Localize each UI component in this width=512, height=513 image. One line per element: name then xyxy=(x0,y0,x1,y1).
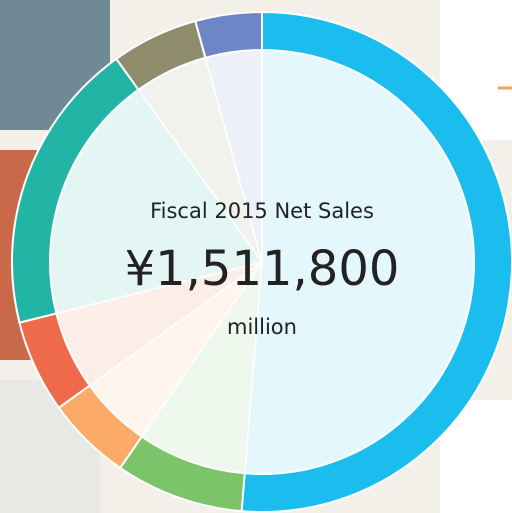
donut-segment xyxy=(240,10,512,513)
center-unit: million xyxy=(227,315,297,339)
center-value: ¥1,511,800 xyxy=(125,241,400,297)
donut-segment xyxy=(194,10,263,59)
donut xyxy=(11,10,512,513)
chart-title: Fiscal 2015 Net Sales xyxy=(150,199,374,223)
